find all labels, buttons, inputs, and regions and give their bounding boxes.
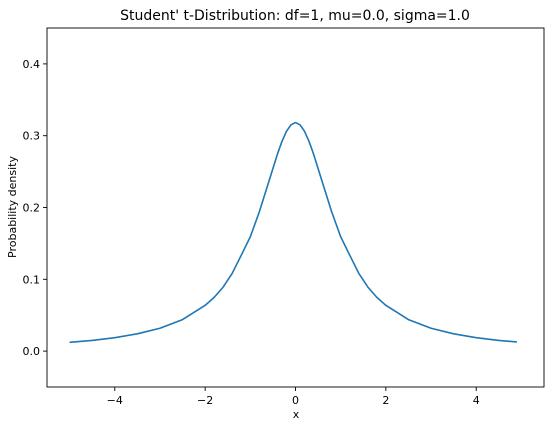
chart-title: Student' t-Distribution: df=1, mu=0.0, s… bbox=[120, 8, 470, 24]
y-tick-label: 0.3 bbox=[23, 130, 41, 143]
x-axis-label: x bbox=[293, 408, 300, 421]
y-tick-label: 0.2 bbox=[23, 202, 41, 215]
x-tick-label: 0 bbox=[292, 394, 299, 407]
x-tick-label: −4 bbox=[107, 394, 123, 407]
y-tick-label: 0.1 bbox=[23, 273, 41, 286]
x-tick-label: 2 bbox=[382, 394, 389, 407]
y-tick-label: 0.0 bbox=[23, 345, 41, 358]
y-tick-label: 0.4 bbox=[23, 58, 41, 71]
x-tick-label: 4 bbox=[473, 394, 480, 407]
x-tick-label: −2 bbox=[197, 394, 213, 407]
plot-area: −4 −2 0 2 4 0.0 0.1 0.2 0.3 0.4 bbox=[23, 27, 545, 407]
y-axis-label: Probability density bbox=[6, 156, 19, 258]
series-line-0 bbox=[69, 121, 517, 344]
